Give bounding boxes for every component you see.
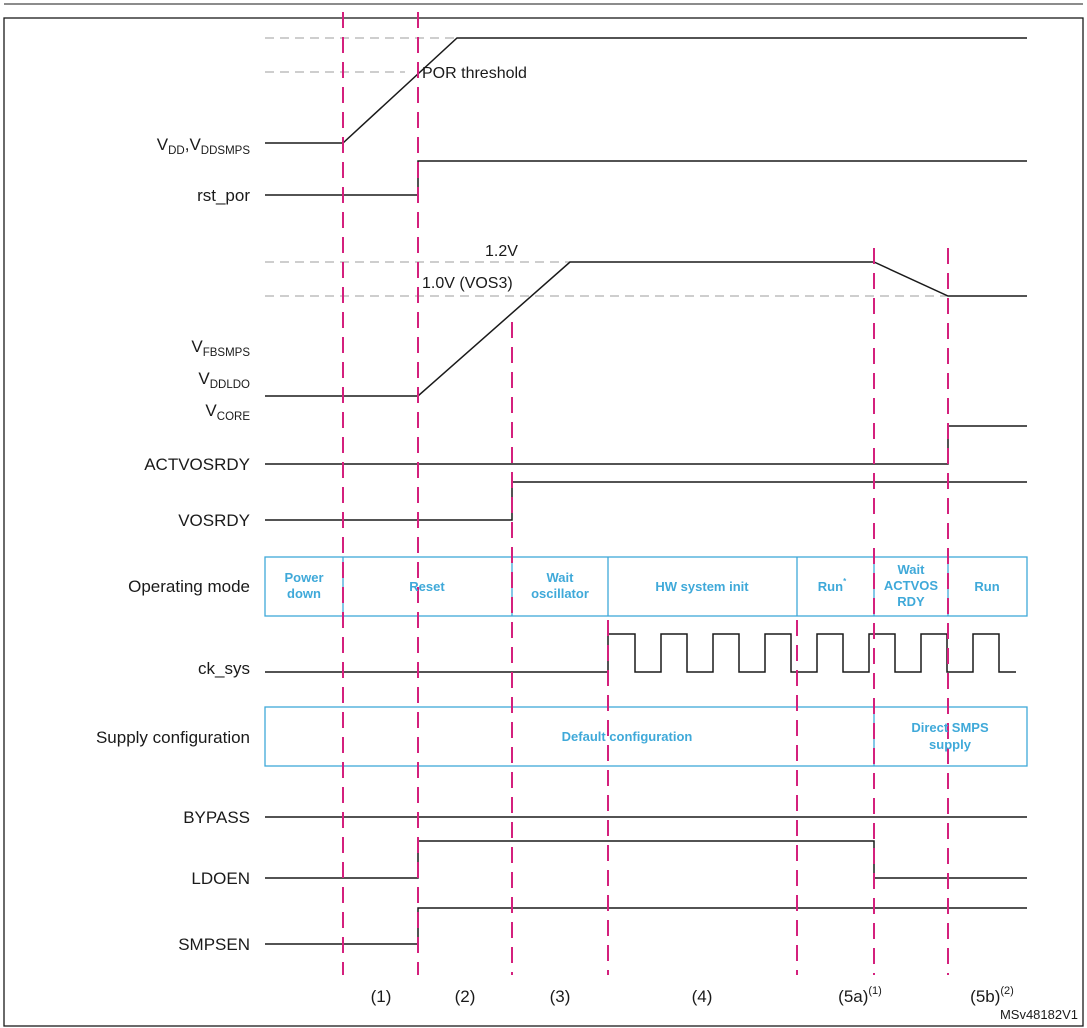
wave-rst-por (265, 160, 1027, 196)
wave-vosrdy (265, 481, 1027, 521)
operating-mode-bar (264, 556, 1028, 617)
phase-5b: (5b)(2) (970, 985, 1014, 1006)
label-actvosrdy: ACTVOSRDY (144, 455, 250, 474)
wave-vdd (265, 37, 1027, 144)
annotation-1-0v: 1.0V (VOS3) (422, 275, 513, 292)
wave-vcore (265, 261, 1027, 397)
label-vddldo: VDDLDO (198, 369, 250, 391)
supply-configuration-bar (264, 706, 1028, 767)
phase-4: (4) (692, 987, 713, 1006)
wave-smpsen (265, 907, 1027, 945)
signal-labels: VDD,VDDSMPS rst_por VFBSMPS VDDLDO VCORE… (96, 135, 250, 954)
mode-wait-oscillator: Wait oscillator (531, 570, 589, 601)
label-vosrdy: VOSRDY (178, 511, 250, 530)
mode-wait-actvosrdy: Wait ACTVOS RDY (884, 562, 939, 609)
phase-labels: (1) (2) (3) (4) (5a)(1) (5b)(2) (371, 985, 1014, 1006)
waveforms (265, 37, 1027, 945)
label-bypass: BYPASS (183, 808, 250, 827)
event-markers (342, 12, 949, 975)
label-supply-configuration: Supply configuration (96, 728, 250, 747)
wave-ldoen (265, 840, 1027, 879)
phase-1: (1) (371, 987, 392, 1006)
wave-actvosrdy (265, 425, 1027, 465)
voltage-annotations: POR threshold 1.2V 1.0V (VOS3) (422, 65, 527, 292)
label-rst-por: rst_por (197, 186, 250, 205)
annotation-1-2v: 1.2V (485, 243, 518, 260)
label-ck-sys: ck_sys (198, 659, 250, 678)
mode-run-1: Run* (818, 577, 847, 594)
phase-3: (3) (550, 987, 571, 1006)
annotation-por-threshold: POR threshold (422, 65, 527, 82)
figure-reference: MSv48182V1 (1000, 1007, 1078, 1022)
supply-configuration-labels: Default configuration Direct SMPS supply (562, 720, 989, 752)
mode-reset: Reset (409, 579, 445, 594)
label-vdd-vddsmps: VDD,VDDSMPS (157, 135, 251, 157)
mode-power-down: Power down (284, 570, 323, 601)
label-vfbsmps: VFBSMPS (191, 337, 250, 359)
wave-ck-sys (265, 633, 1016, 673)
supply-default-configuration: Default configuration (562, 729, 693, 744)
label-ldoen: LDOEN (191, 869, 250, 888)
label-smpsen: SMPSEN (178, 935, 250, 954)
mode-run-2: Run (974, 579, 999, 594)
threshold-lines (265, 37, 948, 297)
phase-2: (2) (455, 987, 476, 1006)
operating-mode-labels: Power down Reset Wait oscillator HW system… (284, 562, 999, 609)
phase-5a: (5a)(1) (838, 985, 882, 1006)
diagram-frame (3, 17, 1084, 1027)
mode-hw-system-init: HW system init (655, 579, 749, 594)
supply-direct-smps: Direct SMPS supply (911, 720, 989, 752)
label-vcore: VCORE (205, 401, 250, 423)
label-operating-mode: Operating mode (128, 577, 250, 596)
